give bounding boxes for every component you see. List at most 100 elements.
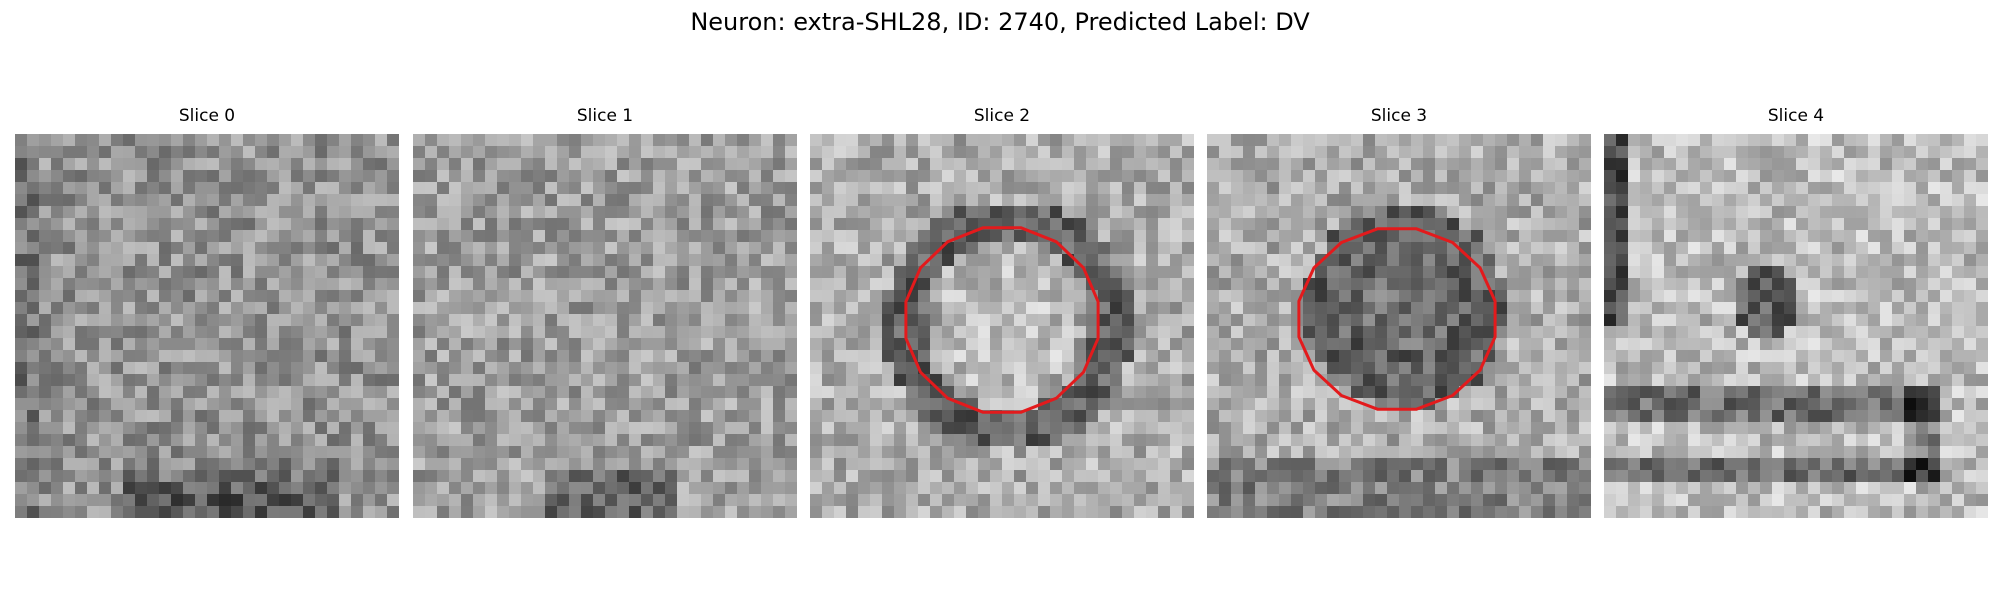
- image-pixel: [497, 338, 510, 351]
- image-pixel: [1904, 254, 1917, 267]
- image-pixel: [677, 170, 690, 183]
- image-pixel: [1399, 182, 1412, 195]
- image-pixel: [846, 146, 859, 159]
- image-pixel: [677, 266, 690, 279]
- image-pixel: [1868, 410, 1881, 423]
- image-pixel: [1519, 242, 1532, 255]
- image-pixel: [485, 434, 498, 447]
- image-pixel: [195, 254, 208, 267]
- image-pixel: [1146, 470, 1159, 483]
- image-pixel: [1158, 434, 1171, 447]
- image-pixel: [303, 446, 316, 459]
- image-pixel: [1543, 158, 1556, 171]
- image-pixel: [219, 494, 232, 507]
- image-pixel: [1014, 194, 1027, 207]
- image-pixel: [1014, 254, 1027, 267]
- image-pixel: [27, 374, 40, 387]
- image-pixel: [147, 242, 160, 255]
- image-pixel: [1760, 242, 1773, 255]
- image-pixel: [267, 374, 280, 387]
- image-pixel: [677, 470, 690, 483]
- image-pixel: [63, 254, 76, 267]
- image-pixel: [1664, 398, 1677, 411]
- image-pixel: [773, 506, 786, 518]
- image-pixel: [1050, 146, 1063, 159]
- image-pixel: [231, 482, 244, 495]
- image-pixel: [123, 218, 136, 231]
- image-pixel: [930, 314, 943, 327]
- image-pixel: [1231, 170, 1244, 183]
- image-pixel: [1543, 194, 1556, 207]
- image-pixel: [1315, 170, 1328, 183]
- image-pixel: [557, 494, 570, 507]
- image-pixel: [1519, 338, 1532, 351]
- image-pixel: [1243, 146, 1256, 159]
- image-pixel: [1387, 398, 1400, 411]
- image-pixel: [1567, 194, 1580, 207]
- image-pixel: [1832, 134, 1845, 147]
- image-pixel: [918, 422, 931, 435]
- image-pixel: [99, 506, 112, 518]
- image-pixel: [303, 386, 316, 399]
- image-pixel: [87, 278, 100, 291]
- image-pixel: [1086, 254, 1099, 267]
- image-pixel: [327, 374, 340, 387]
- image-pixel: [653, 170, 666, 183]
- image-pixel: [1700, 410, 1713, 423]
- image-pixel: [1014, 230, 1027, 243]
- image-pixel: [653, 482, 666, 495]
- image-pixel: [894, 434, 907, 447]
- image-pixel: [351, 374, 364, 387]
- image-pixel: [1760, 350, 1773, 363]
- image-pixel: [1062, 362, 1075, 375]
- image-pixel: [1760, 218, 1773, 231]
- image-pixel: [761, 194, 774, 207]
- image-pixel: [1483, 482, 1496, 495]
- image-pixel: [1231, 350, 1244, 363]
- image-pixel: [521, 254, 534, 267]
- image-pixel: [1567, 242, 1580, 255]
- image-pixel: [1868, 362, 1881, 375]
- image-pixel: [773, 326, 786, 339]
- image-pixel: [63, 398, 76, 411]
- image-pixel: [1243, 242, 1256, 255]
- image-pixel: [437, 254, 450, 267]
- image-pixel: [1579, 314, 1591, 327]
- image-pixel: [918, 134, 931, 147]
- image-pixel: [255, 170, 268, 183]
- image-pixel: [473, 254, 486, 267]
- image-pixel: [1447, 374, 1460, 387]
- image-pixel: [858, 314, 871, 327]
- image-pixel: [1688, 158, 1701, 171]
- image-pixel: [954, 386, 967, 399]
- image-pixel: [629, 206, 642, 219]
- image-pixel: [1447, 446, 1460, 459]
- image-pixel: [858, 254, 871, 267]
- image-pixel: [641, 182, 654, 195]
- image-pixel: [1423, 422, 1436, 435]
- image-pixel: [1255, 242, 1268, 255]
- image-pixel: [1219, 350, 1232, 363]
- image-pixel: [1026, 494, 1039, 507]
- image-pixel: [605, 326, 618, 339]
- image-pixel: [1483, 158, 1496, 171]
- image-pixel: [1351, 494, 1364, 507]
- image-pixel: [1748, 194, 1761, 207]
- image-pixel: [159, 146, 172, 159]
- image-pixel: [1555, 506, 1568, 518]
- image-pixel: [15, 182, 28, 195]
- image-pixel: [1604, 302, 1617, 315]
- image-pixel: [1014, 302, 1027, 315]
- image-pixel: [425, 470, 438, 483]
- image-pixel: [99, 278, 112, 291]
- image-pixel: [545, 506, 558, 518]
- image-pixel: [1110, 158, 1123, 171]
- image-pixel: [1760, 446, 1773, 459]
- image-pixel: [942, 170, 955, 183]
- image-pixel: [1579, 266, 1591, 279]
- image-pixel: [375, 422, 388, 435]
- image-pixel: [773, 470, 786, 483]
- image-pixel: [1435, 218, 1448, 231]
- image-pixel: [1411, 266, 1424, 279]
- image-pixel: [509, 338, 522, 351]
